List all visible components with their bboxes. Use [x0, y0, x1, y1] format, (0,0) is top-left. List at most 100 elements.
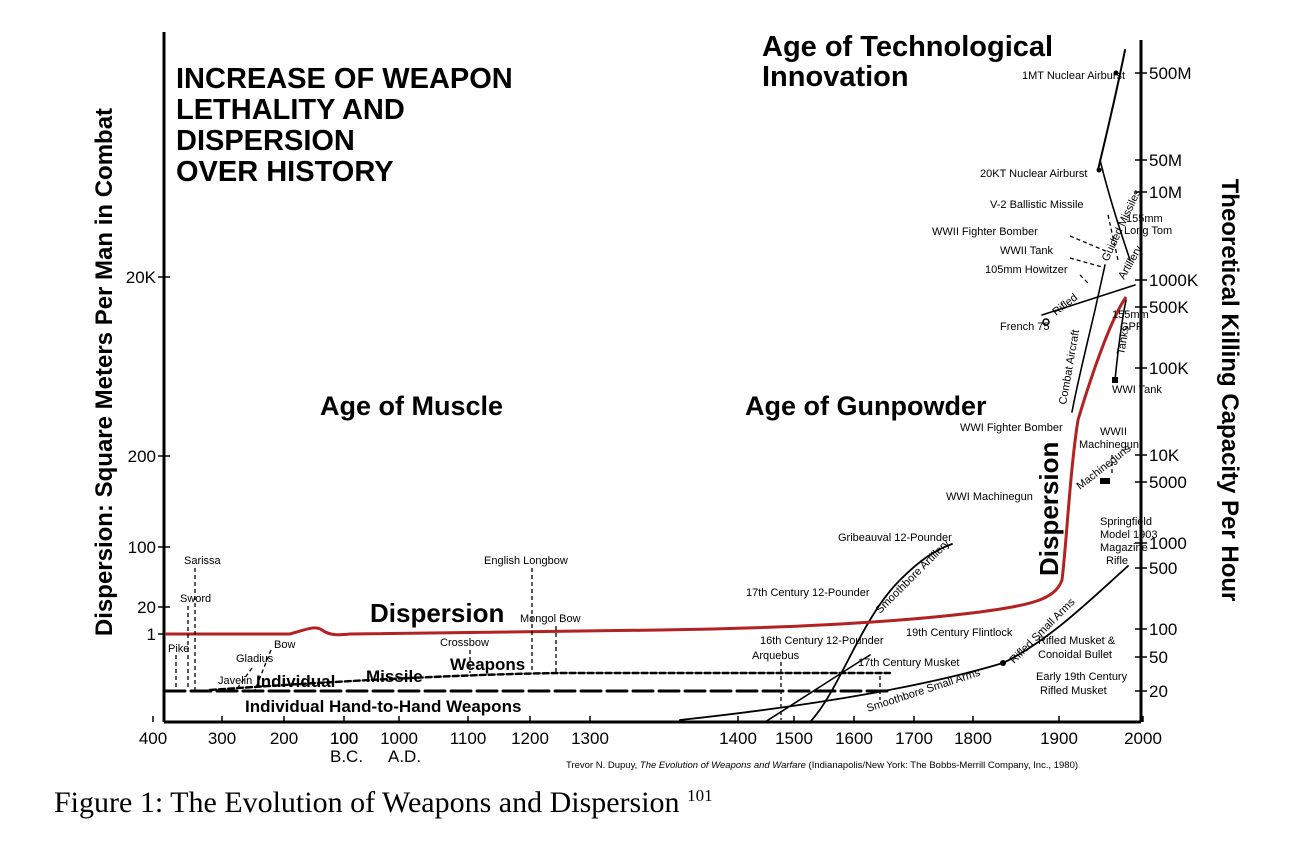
ann-rifled-musket-b: Rifled Musket — [1040, 685, 1107, 697]
ann-gpf: GPF — [1120, 321, 1143, 333]
ann-arquebus: Arquebus — [752, 650, 800, 662]
title-line-3: DISPERSION — [176, 125, 355, 157]
ann-v2: V-2 Ballistic Missile — [990, 199, 1084, 211]
y-right-tick-label: 100 — [1149, 620, 1177, 639]
y-left-ticks: 1 20 100 200 20K — [126, 268, 170, 644]
annotations: 1MT Nuclear Airburst 20KT Nuclear Airbur… — [168, 70, 1172, 697]
marker-wwii-mg — [1100, 478, 1110, 484]
ann-machinegun: Machinegun — [1079, 439, 1139, 451]
ann-sword: Sword — [180, 593, 211, 605]
missile-word-2: Missile — [366, 667, 423, 686]
x-tick-label: 300 — [208, 729, 236, 748]
y-left-tick-label: 100 — [128, 538, 156, 557]
era-labels: 100 B.C. A.D. — [330, 729, 421, 766]
ann-105mm: 105mm Howitzer — [985, 264, 1068, 276]
x-tick-label: 1500 — [775, 729, 813, 748]
caption-text: Figure 1: The Evolution of Weapons and D… — [54, 786, 680, 819]
tanks-line — [1114, 299, 1127, 381]
source-note: Trevor N. Dupuy, The Evolution of Weapon… — [566, 760, 1078, 771]
missile-weapons-line — [208, 671, 892, 692]
ann-rifled-musket-a: Rifled Musket & — [1038, 635, 1116, 647]
x-tick-label: 400 — [139, 729, 167, 748]
ann-wwi-mg: WWI Machinegun — [946, 491, 1033, 503]
hand-weapons-label: Individual Hand-to-Hand Weapons — [245, 697, 521, 716]
ann-mongol-bow: Mongol Bow — [520, 613, 581, 625]
x-tick-label: 200 — [270, 729, 298, 748]
dispersion-line — [165, 296, 1128, 637]
x-tick-label: 1700 — [895, 729, 933, 748]
missile-label: Individual Missile Weapons — [256, 655, 525, 691]
dispersion-main-label: Dispersion — [370, 598, 504, 628]
ann-wwii-tank: WWII Tank — [1000, 245, 1053, 257]
ann-javelin: Javelin — [218, 675, 252, 687]
ann-model1903: Model 1903 — [1100, 529, 1158, 541]
y-right-tick-label: 50 — [1149, 648, 1168, 667]
nuclear-line — [1097, 49, 1126, 171]
arquebus-line — [764, 654, 871, 723]
ann-20kt: 20KT Nuclear Airburst — [980, 168, 1087, 180]
markers — [1000, 70, 1119, 666]
combat-aircraft-line — [1071, 264, 1106, 413]
y-right-tick-label: 100K — [1149, 359, 1189, 378]
era-100: 100 — [330, 729, 358, 748]
ann-1mt: 1MT Nuclear Airburst — [1022, 70, 1125, 82]
ann-wwii: WWII — [1100, 426, 1127, 438]
title-line-1: INCREASE OF WEAPON — [176, 63, 513, 95]
marker-1mt — [1113, 70, 1119, 76]
x-tick-label: 1000 — [380, 729, 418, 748]
x-tick-label: 1800 — [954, 729, 992, 748]
title-line-2: LETHALITY AND — [176, 94, 405, 126]
marker-french75 — [1042, 318, 1050, 326]
ann-155mm-b: 155mm — [1112, 309, 1149, 321]
y-right-tick-label: 10K — [1149, 446, 1180, 465]
ann-long-tom: Long Tom — [1124, 225, 1172, 237]
tanks-label: Tanks — [1115, 325, 1132, 356]
series-lines — [163, 49, 1136, 723]
y-right-tick-label: 20 — [1149, 682, 1168, 701]
ann-wwi-fb: WWI Fighter Bomber — [960, 422, 1063, 434]
x-tick-label: 100 — [330, 729, 358, 748]
y-right-tick-label: 10M — [1149, 183, 1182, 202]
smoothbore-artillery-label: Smoothbore Artillery — [874, 537, 953, 616]
marker-20kt — [1096, 167, 1102, 173]
ann-english-longbow: English Longbow — [484, 555, 568, 567]
y-right-tick-label: 50M — [1149, 151, 1182, 170]
x-tick-label: 1900 — [1040, 729, 1078, 748]
y-right-tick-label: 1000K — [1149, 271, 1199, 290]
x-tick-label: 2000 — [1124, 729, 1162, 748]
ann-conoidal: Conoidal Bullet — [1038, 649, 1112, 661]
ann-sarissa: Sarissa — [184, 555, 222, 567]
ann-wwi-tank: WWI Tank — [1112, 384, 1162, 396]
ann-early19c: Early 19th Century — [1036, 671, 1128, 683]
y-right-tick-label: 500 — [1149, 559, 1177, 578]
ann-17c-12pdr: 17th Century 12-Pounder — [746, 587, 870, 599]
y-right-label: Theoretical Killing Capacity Per Hour — [1216, 179, 1243, 602]
x-tick-label: 1300 — [571, 729, 609, 748]
era-bc: B.C. — [330, 747, 363, 766]
smoothbore-artillery-line — [809, 543, 953, 723]
rifled-small-arms-line — [1002, 565, 1129, 664]
era-ad: A.D. — [388, 747, 421, 766]
age-of-tech-label-2: Innovation — [762, 61, 909, 93]
ann-19c-flintlock: 19th Century Flintlock — [906, 627, 1013, 639]
ann-gladius: Gladius — [236, 653, 274, 665]
ann-17c-musket: 17th Century Musket — [858, 657, 960, 669]
y-right-ticks: 20 50 100 500 1000 5000 10K 100K 500K 1000K 10M 50M… — [1135, 64, 1199, 701]
y-right-tick-label: 500K — [1149, 298, 1189, 317]
chart-title: INCREASE OF WEAPON LETHALITY AND DISPERS… — [176, 63, 513, 188]
x-tick-label: 1200 — [511, 729, 549, 748]
y-left-tick-label: 200 — [128, 447, 156, 466]
age-of-muscle-label: Age of Muscle — [320, 391, 503, 421]
y-right-tick-label: 5000 — [1149, 473, 1187, 492]
ann-bow: Bow — [274, 639, 295, 651]
ann-wwii-fb: WWII Fighter Bomber — [932, 226, 1038, 238]
marker-flintlock — [1000, 660, 1006, 666]
title-line-4: OVER HISTORY — [176, 156, 394, 188]
y-left-tick-label: 20 — [137, 598, 156, 617]
age-of-gunpowder-label: Age of Gunpowder — [745, 391, 987, 421]
ann-155mm-a: 155mm — [1126, 213, 1163, 225]
ann-springfield: Springfield — [1100, 516, 1152, 528]
y-right-tick-label: 500M — [1149, 64, 1192, 83]
y-left-label: Dispersion: Square Meters Per Man in Com… — [91, 108, 118, 636]
caption-superscript: 101 — [687, 786, 713, 805]
